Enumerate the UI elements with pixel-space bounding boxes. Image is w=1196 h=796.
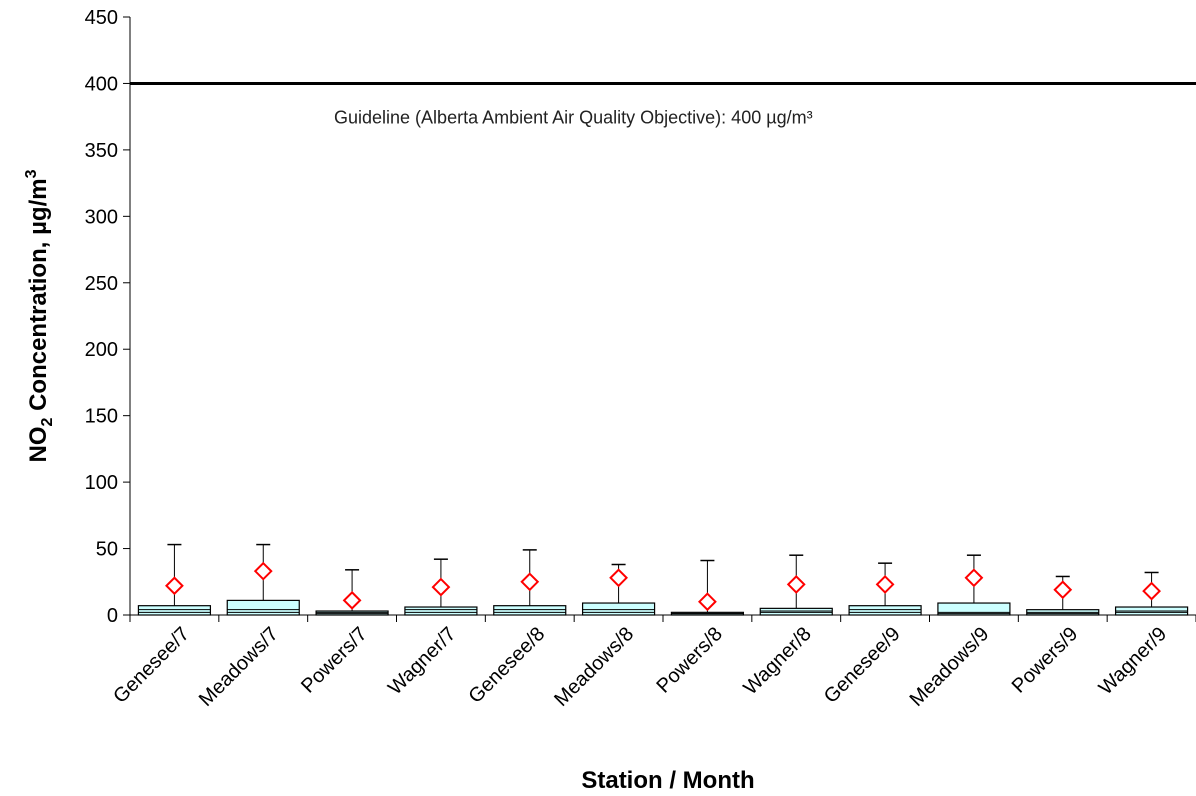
y-axis: 0 50 100 150 200 250 300 350 400 450 bbox=[85, 7, 131, 627]
x-axis-title: Station / Month bbox=[581, 767, 754, 794]
box-plot-item bbox=[226, 543, 300, 616]
box-series bbox=[137, 543, 1189, 616]
box-plot-item bbox=[937, 554, 1011, 616]
x-tick-label: Meadows/7 bbox=[195, 623, 283, 711]
y-axis-title: NO2 Concentration, µg/m3 bbox=[23, 169, 56, 462]
max-marker bbox=[698, 592, 717, 612]
x-tick-label: Meadows/9 bbox=[906, 623, 994, 711]
max-marker bbox=[1142, 581, 1161, 601]
max-marker bbox=[964, 568, 984, 588]
y-tick-label: 300 bbox=[85, 206, 118, 228]
max-marker bbox=[1053, 580, 1073, 600]
max-marker bbox=[786, 575, 806, 594]
y-tick-label: 150 bbox=[85, 406, 118, 428]
box-rect bbox=[493, 605, 567, 616]
max-marker bbox=[165, 576, 184, 596]
y-tick-label: 50 bbox=[96, 539, 118, 561]
y-tick-label: 350 bbox=[85, 140, 118, 162]
box-plot-item bbox=[581, 563, 656, 616]
x-tick-label: Wagner/7 bbox=[384, 623, 460, 699]
x-axis: Genesee/7 Meadows/7 Powers/7 Wagner/7 Genese… bbox=[109, 614, 1196, 711]
max-marker bbox=[431, 577, 451, 597]
box-rect bbox=[137, 605, 212, 616]
box-rect bbox=[937, 602, 1011, 616]
box-rect bbox=[848, 605, 922, 616]
x-tick-label: Powers/7 bbox=[297, 623, 372, 698]
x-tick-label: Meadows/8 bbox=[550, 623, 638, 711]
y-tick-label: 250 bbox=[85, 273, 118, 295]
box-rect bbox=[315, 610, 389, 616]
x-tick-label: Powers/9 bbox=[1008, 623, 1083, 698]
box-plot-item bbox=[848, 562, 922, 616]
box-rect bbox=[759, 607, 833, 616]
box-rect bbox=[226, 599, 300, 616]
box-plot-item bbox=[493, 549, 567, 616]
box-plot-item bbox=[759, 554, 833, 616]
guideline-label: Guideline (Alberta Ambient Air Quality O… bbox=[334, 107, 813, 127]
max-marker bbox=[253, 561, 273, 581]
y-title-rest: Concentration, µg/m bbox=[25, 178, 52, 417]
max-marker bbox=[342, 590, 362, 610]
max-marker bbox=[875, 575, 895, 594]
box-rect bbox=[404, 606, 478, 616]
box-plot-item bbox=[137, 543, 212, 616]
x-tick-label: Wagner/8 bbox=[739, 623, 815, 699]
box-plot-item bbox=[1114, 571, 1189, 616]
y-tick-label: 450 bbox=[85, 7, 118, 29]
box-plot-item bbox=[315, 569, 389, 616]
x-tick-label: Powers/8 bbox=[652, 623, 727, 698]
y-tick-label: 400 bbox=[85, 73, 118, 95]
y-tick-label: 100 bbox=[85, 472, 118, 494]
box-plot-item bbox=[670, 559, 745, 616]
y-tick-label: 200 bbox=[85, 339, 118, 361]
y-title-sup: 3 bbox=[23, 169, 40, 178]
box-rect bbox=[581, 602, 656, 616]
max-marker bbox=[520, 572, 540, 592]
max-marker bbox=[609, 568, 628, 588]
box-plot-item bbox=[1026, 575, 1100, 616]
x-tick-label: Genesee/7 bbox=[109, 623, 194, 708]
y-title-sub: 2 bbox=[39, 417, 56, 426]
box-plot-item bbox=[404, 558, 478, 616]
y-title-main: NO bbox=[25, 426, 52, 462]
x-tick-label: Wagner/9 bbox=[1095, 623, 1171, 699]
y-tick-label: 0 bbox=[107, 605, 118, 627]
x-tick-label: Genesee/8 bbox=[465, 623, 550, 708]
x-tick-label: Genesee/9 bbox=[820, 623, 905, 708]
